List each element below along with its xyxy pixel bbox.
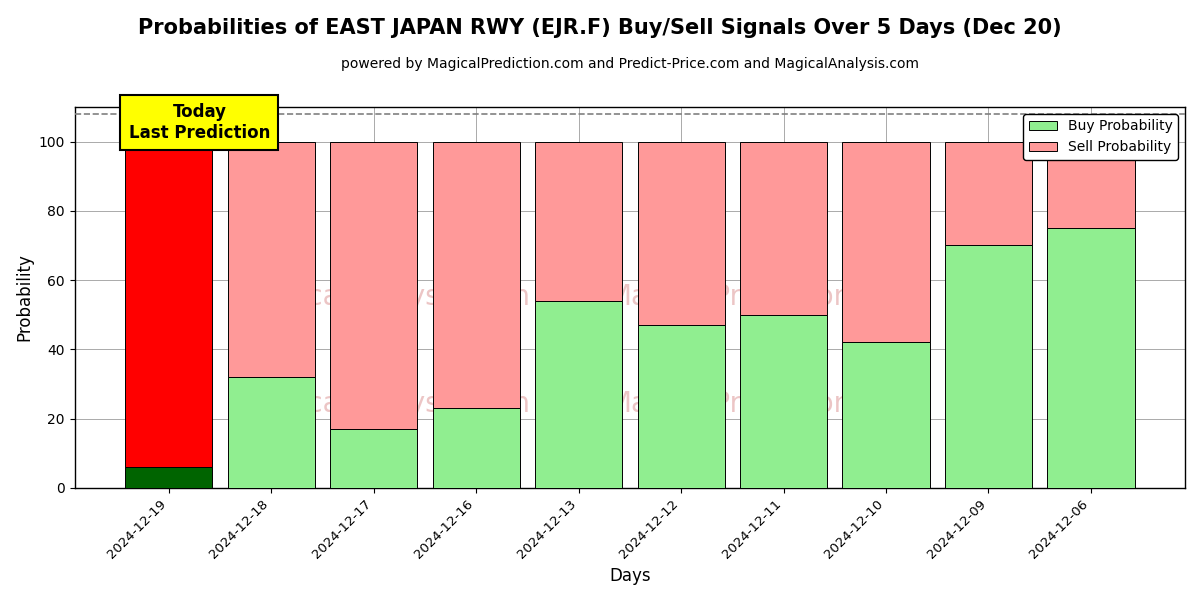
Text: Probabilities of EAST JAPAN RWY (EJR.F) Buy/Sell Signals Over 5 Days (Dec 20): Probabilities of EAST JAPAN RWY (EJR.F) … (138, 18, 1062, 38)
Bar (1048, 142, 1134, 228)
Text: MagicalPrediction.com: MagicalPrediction.com (607, 283, 919, 311)
Bar (125, 467, 212, 488)
X-axis label: Days: Days (610, 567, 650, 585)
Y-axis label: Probability: Probability (16, 253, 34, 341)
Bar (535, 301, 622, 488)
Legend: Buy Probability, Sell Probability: Buy Probability, Sell Probability (1024, 114, 1178, 160)
Bar (228, 377, 314, 488)
Bar (432, 142, 520, 408)
Bar (228, 142, 314, 377)
Bar (1048, 228, 1134, 488)
Bar (125, 142, 212, 467)
Bar (740, 142, 827, 315)
Bar (330, 142, 418, 429)
Title: powered by MagicalPrediction.com and Predict-Price.com and MagicalAnalysis.com: powered by MagicalPrediction.com and Pre… (341, 57, 919, 71)
Bar (432, 408, 520, 488)
Text: MagicalAnalysis.com: MagicalAnalysis.com (241, 390, 530, 418)
Bar (330, 429, 418, 488)
Bar (637, 142, 725, 325)
Bar (842, 142, 930, 343)
Text: MagicalPrediction.com: MagicalPrediction.com (607, 390, 919, 418)
Text: Today
Last Prediction: Today Last Prediction (128, 103, 270, 142)
Bar (535, 142, 622, 301)
Bar (740, 315, 827, 488)
Text: MagicalAnalysis.com: MagicalAnalysis.com (241, 283, 530, 311)
Bar (944, 245, 1032, 488)
Bar (842, 343, 930, 488)
Bar (944, 142, 1032, 245)
Bar (637, 325, 725, 488)
